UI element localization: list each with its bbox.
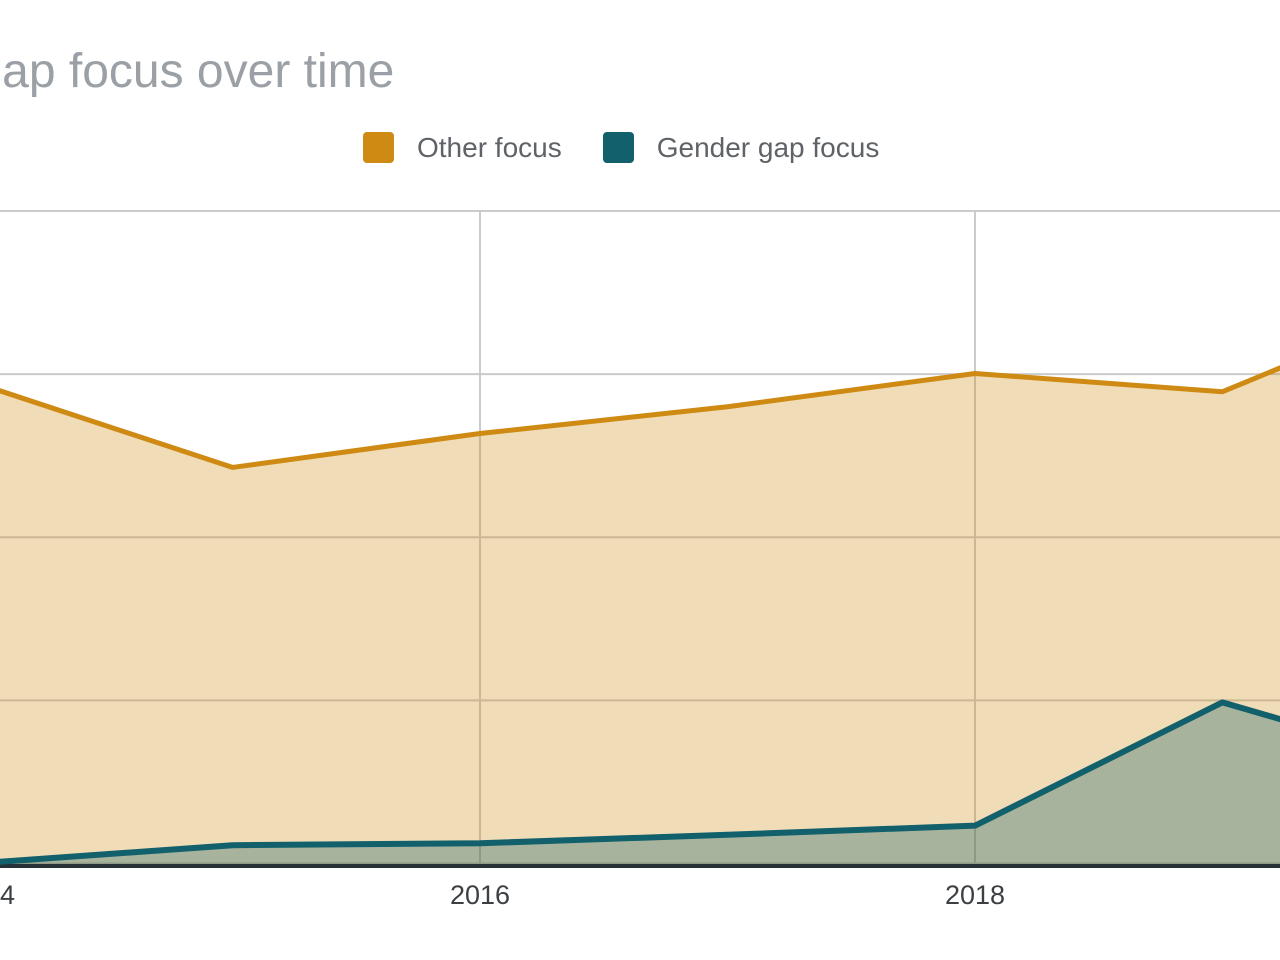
x-axis-tick-2018: 2018 (944, 880, 1006, 910)
area-fill-other-focus (0, 367, 1280, 868)
legend-item-gender-gap-focus: Gender gap focus (602, 132, 880, 163)
series-line-gender-gap-focus (0, 699, 1280, 865)
legend-label-gender-gap-focus: Gender gap focus (656, 132, 880, 163)
x-axis-tick-2016: 2016 (449, 880, 511, 910)
chart-title: Gender gap focus over time (0, 45, 395, 98)
legend-swatch-gender-gap-focus-icon (602, 132, 634, 163)
legend-label-other-focus: Other focus (417, 132, 562, 163)
x-axis-tick-2014: 2014 (0, 880, 16, 910)
chart-legend: Other focus Gender gap focus (363, 132, 879, 163)
legend-swatch-other-focus-icon (363, 132, 394, 163)
legend-item-other-focus: Other focus (363, 132, 562, 163)
series-line-other-focus (0, 365, 1280, 470)
